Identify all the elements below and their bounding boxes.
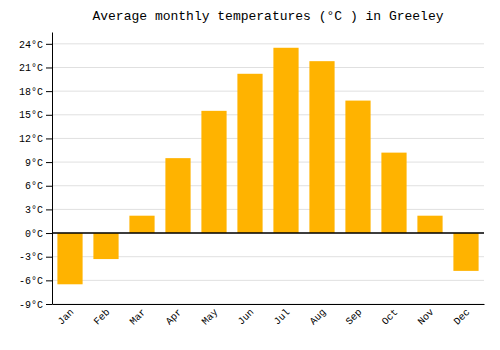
x-tick: Jul (272, 307, 293, 328)
bar (417, 216, 442, 233)
x-tick: Jun (236, 307, 257, 328)
grid-line (52, 138, 484, 139)
y-tick-mark (46, 186, 52, 187)
grid-line (52, 162, 484, 163)
x-tick: Nov (416, 307, 437, 328)
y-tick: 12°C (19, 134, 52, 145)
y-tick-label: 9°C (25, 158, 43, 169)
x-tick-label: Feb (92, 307, 113, 328)
x-tick-label: May (200, 307, 221, 328)
x-tick: Mar (128, 307, 149, 328)
x-tick-label: Sep (344, 307, 365, 328)
x-tick-label: Jul (272, 307, 293, 328)
x-tick-label: Nov (416, 307, 437, 328)
y-tick-label: 21°C (19, 63, 43, 74)
bar (237, 74, 262, 233)
x-tick-label: Jun (236, 307, 257, 328)
y-tick-label: 24°C (19, 40, 43, 51)
x-tick-label: Mar (128, 307, 149, 328)
x-tick: May (200, 307, 221, 328)
bar (57, 233, 82, 284)
x-axis-line (53, 304, 485, 305)
x-tick: Jan (56, 307, 77, 328)
x-tick: Aug (308, 307, 329, 328)
y-tick-label: 18°C (19, 87, 43, 98)
y-tick-mark (46, 209, 52, 210)
grid-line (52, 67, 484, 68)
y-tick-mark (46, 304, 52, 305)
y-tick-label: -9°C (19, 300, 43, 311)
y-axis: -9°C -6°C -3°C 0°C 3°C 6°C 9°C 12°C 15°C 18°C 21°C… (19, 33, 53, 311)
y-tick: -9°C (19, 300, 52, 311)
y-tick: 18°C (19, 87, 52, 98)
x-tick: Apr (164, 307, 185, 328)
x-tick-label: Jan (56, 307, 77, 328)
grid-line (52, 209, 484, 210)
grid-line (52, 43, 484, 44)
y-tick-label: 15°C (19, 110, 43, 121)
y-tick-label: 3°C (25, 205, 43, 216)
y-tick: 6°C (25, 181, 52, 192)
y-tick-mark (46, 280, 52, 281)
y-tick: 9°C (25, 158, 52, 169)
y-tick: 21°C (19, 63, 52, 74)
bar (93, 233, 118, 259)
x-tick-label: Aug (308, 307, 329, 328)
bar (201, 111, 226, 233)
bar (273, 48, 298, 233)
grid-line (52, 304, 484, 305)
grid (52, 44, 484, 304)
y-tick-mark (46, 162, 52, 163)
grid-line (52, 233, 484, 234)
y-tick: -3°C (19, 252, 52, 263)
y-tick-mark (46, 138, 52, 139)
y-tick: 24°C (19, 40, 52, 51)
bar (165, 158, 190, 233)
y-tick-label: -3°C (19, 252, 43, 263)
bar (309, 61, 334, 233)
y-tick: 0°C (25, 229, 52, 240)
bar (381, 153, 406, 233)
x-tick-label: Dec (452, 307, 473, 328)
y-tick-label: -6°C (19, 276, 43, 287)
grid-line (52, 280, 484, 281)
y-tick-mark (46, 115, 52, 116)
x-tick: Dec (452, 307, 473, 328)
y-tick-mark (46, 91, 52, 92)
title: Average monthly temperatures (°C ) in Gr… (92, 9, 443, 24)
y-tick-mark (46, 257, 52, 258)
bar (453, 233, 478, 271)
x-tick-label: Apr (164, 307, 185, 328)
y-tick-mark (46, 44, 52, 45)
y-tick: 3°C (25, 205, 52, 216)
bar (345, 101, 370, 233)
bar (129, 216, 154, 233)
y-tick-label: 6°C (25, 181, 43, 192)
x-tick: Feb (92, 307, 113, 328)
zero-line (52, 232, 484, 234)
y-tick-label: 12°C (19, 134, 43, 145)
x-tick-label: Oct (380, 307, 401, 328)
y-tick-mark (46, 233, 52, 234)
x-tick: Sep (344, 307, 365, 328)
y-tick-mark (46, 67, 52, 68)
grid-line (52, 114, 484, 115)
plot: -9°C -6°C -3°C 0°C 3°C 6°C 9°C 12°C 15°C 18°C 21°C… (19, 33, 485, 328)
x-tick: Oct (380, 307, 401, 328)
y-tick-label: 0°C (25, 229, 43, 240)
bars (57, 48, 478, 285)
grid-line (52, 91, 484, 92)
chart: -9°C -6°C -3°C 0°C 3°C 6°C 9°C 12°C 15°C 18°C 21°C… (0, 0, 500, 350)
y-tick: -6°C (19, 276, 52, 287)
x-axis: Jan Feb Mar Apr May Jun Jul Aug Sep Oct Nov Dec (53, 305, 485, 328)
y-tick: 15°C (19, 110, 52, 121)
y-axis-line (52, 33, 53, 305)
grid-line (52, 185, 484, 186)
